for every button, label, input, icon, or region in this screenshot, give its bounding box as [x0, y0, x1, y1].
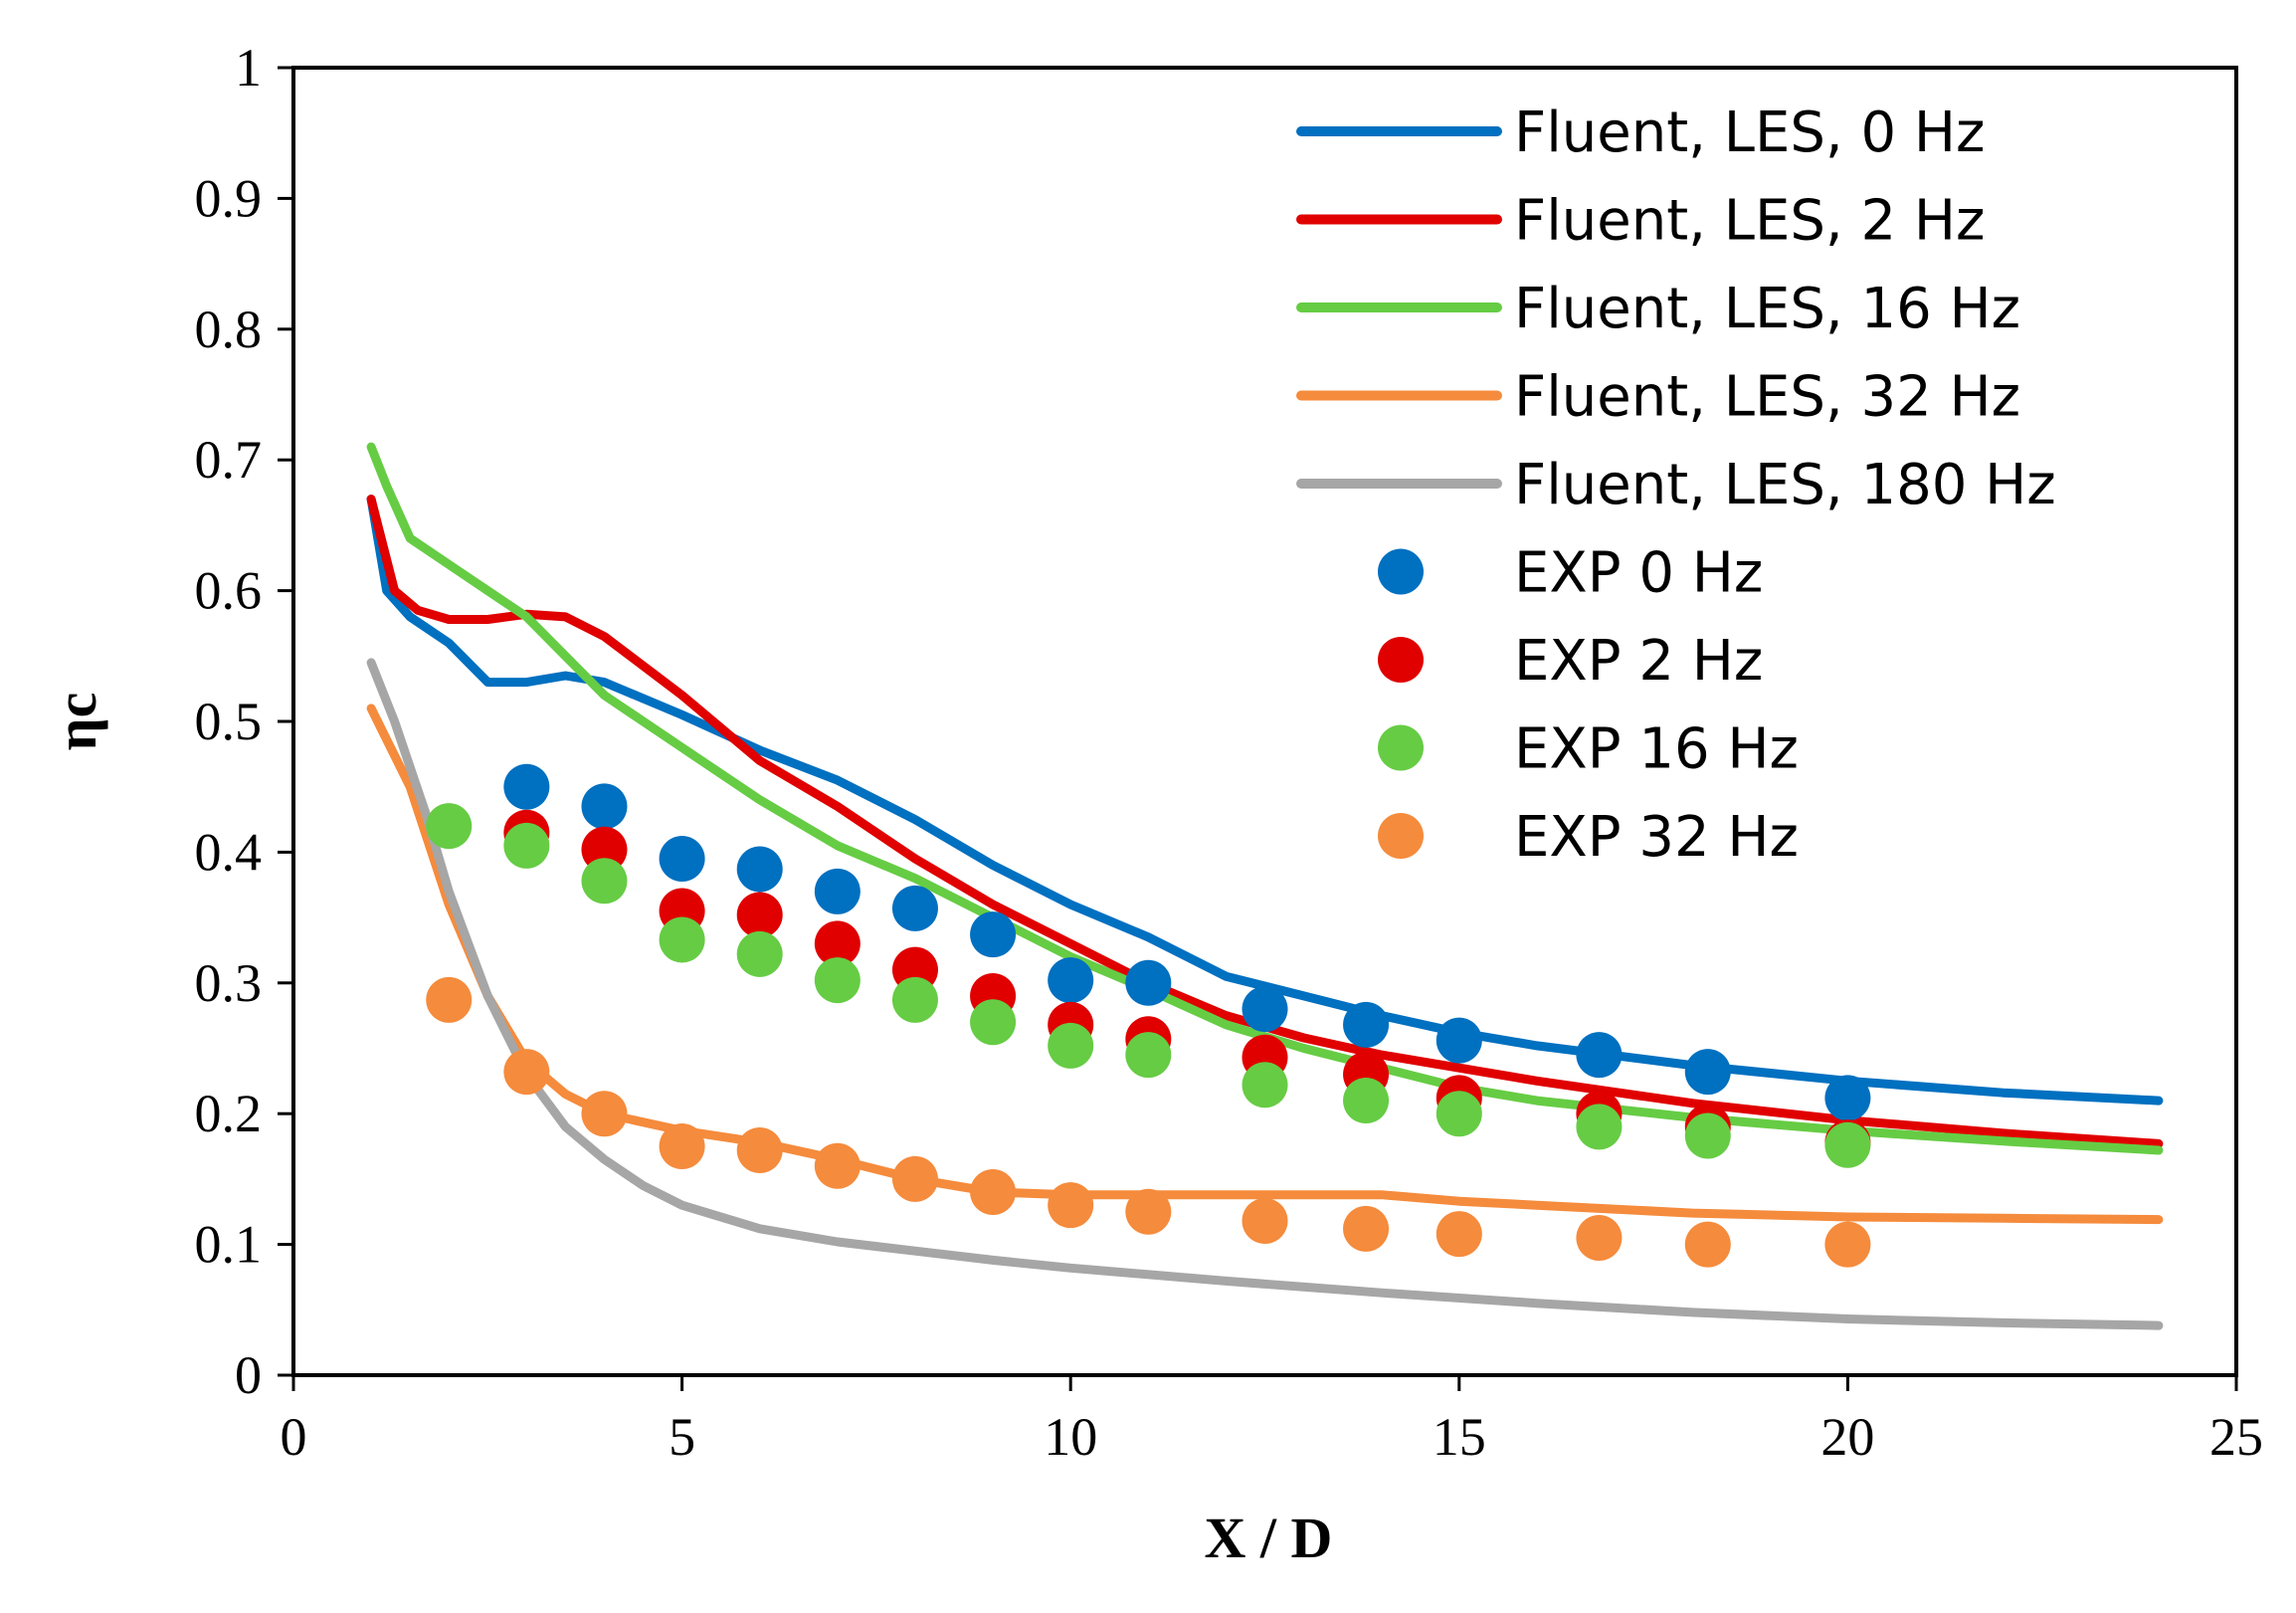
data-point — [503, 822, 550, 869]
data-point — [1242, 986, 1288, 1033]
data-point — [1048, 1182, 1094, 1229]
y-tick-label: 0.6 — [195, 561, 263, 621]
data-point — [970, 911, 1017, 958]
data-point — [426, 976, 473, 1023]
data-point — [1824, 1221, 1871, 1268]
data-point — [659, 835, 705, 882]
x-axis-ticks: 0 5 10 15 20 25 — [281, 1375, 2263, 1467]
series-line — [366, 704, 2164, 1225]
data-point — [970, 1169, 1017, 1216]
x-tick-label: 10 — [1044, 1407, 1097, 1467]
legend-marker-swatch — [1378, 724, 1424, 771]
series-line — [366, 495, 2164, 1106]
data-point — [659, 1123, 705, 1170]
data-point — [736, 930, 783, 977]
data-point — [581, 783, 628, 830]
y-tick-label: 0.2 — [195, 1084, 263, 1143]
legend-label: Fluent, LES, 2 Hz — [1514, 189, 1985, 254]
series-points — [426, 763, 1871, 1268]
data-point — [814, 1142, 861, 1189]
x-tick-label: 25 — [2209, 1407, 2263, 1467]
data-point — [1435, 1091, 1482, 1137]
data-point — [1048, 1022, 1094, 1069]
y-tick-label: 0.8 — [195, 300, 263, 359]
data-point — [1824, 1075, 1871, 1121]
data-point — [1435, 1017, 1482, 1064]
data-point — [503, 1049, 550, 1096]
y-tick-label: 0.9 — [195, 168, 263, 228]
x-tick-label: 5 — [669, 1407, 695, 1467]
data-point — [426, 803, 473, 850]
data-point — [891, 885, 938, 931]
data-point — [1242, 1197, 1288, 1244]
y-axis-ticks: 0 0.1 0.2 0.3 0.4 0.5 0.6 0.7 0.8 0.9 1 — [195, 38, 293, 1405]
data-point — [1684, 1049, 1731, 1096]
data-point — [1343, 1205, 1390, 1252]
data-point — [891, 1155, 938, 1202]
y-tick-label: 1 — [235, 38, 262, 98]
data-point — [1435, 1211, 1482, 1258]
legend-label: Fluent, LES, 0 Hz — [1514, 101, 1985, 165]
y-tick-label: 0.5 — [195, 692, 263, 751]
x-tick-label: 15 — [1433, 1407, 1486, 1467]
legend-marker-swatch — [1378, 637, 1424, 683]
y-axis-title-main: η — [44, 717, 108, 750]
data-point — [1125, 1188, 1172, 1235]
data-point — [659, 916, 705, 963]
data-point — [1824, 1121, 1871, 1168]
data-point — [1343, 1001, 1390, 1048]
series-lines — [366, 442, 2164, 1330]
series-line — [366, 658, 2164, 1330]
series-line — [366, 495, 2164, 1148]
data-point — [736, 846, 783, 893]
legend-label: EXP 32 Hz — [1514, 805, 1799, 870]
data-point — [581, 858, 628, 905]
data-point — [1242, 1062, 1288, 1109]
data-point — [970, 999, 1017, 1046]
data-point — [1576, 1215, 1623, 1262]
legend: Fluent, LES, 0 Hz Fluent, LES, 2 Hz Fluent… — [1296, 101, 2056, 870]
y-tick-label: 0 — [235, 1345, 262, 1405]
data-point — [1576, 1104, 1623, 1150]
data-point — [891, 976, 938, 1023]
series-line — [366, 442, 2164, 1155]
data-point — [1125, 1032, 1172, 1079]
x-tick-label: 20 — [1820, 1407, 1874, 1467]
legend-label: EXP 16 Hz — [1514, 717, 1799, 782]
data-point — [503, 763, 550, 810]
legend-label: Fluent, LES, 32 Hz — [1514, 365, 2020, 430]
data-point — [1576, 1032, 1623, 1079]
data-point — [814, 920, 861, 967]
y-axis-title: ηc — [44, 693, 108, 751]
data-point — [814, 868, 861, 914]
y-tick-label: 0.1 — [195, 1215, 263, 1275]
legend-label: Fluent, LES, 180 Hz — [1514, 453, 2056, 517]
legend-label: EXP 2 Hz — [1514, 629, 1763, 694]
legend-label: EXP 0 Hz — [1514, 541, 1763, 606]
data-point — [736, 1126, 783, 1173]
data-point — [814, 957, 861, 1004]
data-point — [1684, 1112, 1731, 1159]
data-point — [581, 1091, 628, 1137]
data-point — [1125, 959, 1172, 1006]
data-point — [1684, 1221, 1731, 1268]
legend-marker-swatch — [1378, 548, 1424, 595]
data-point — [1343, 1078, 1390, 1124]
data-point — [1048, 957, 1094, 1004]
x-axis-title: X / D — [1205, 1506, 1333, 1570]
data-point — [581, 826, 628, 873]
legend-label: Fluent, LES, 16 Hz — [1514, 277, 2020, 341]
legend-marker-swatch — [1378, 813, 1424, 859]
y-tick-label: 0.4 — [195, 822, 263, 882]
plot-area-frame — [291, 66, 2238, 1377]
x-tick-label: 0 — [281, 1407, 307, 1467]
y-tick-label: 0.7 — [195, 430, 263, 490]
data-point — [736, 892, 783, 938]
y-tick-label: 0.3 — [195, 953, 263, 1013]
y-axis-title-sub: c — [44, 693, 108, 718]
